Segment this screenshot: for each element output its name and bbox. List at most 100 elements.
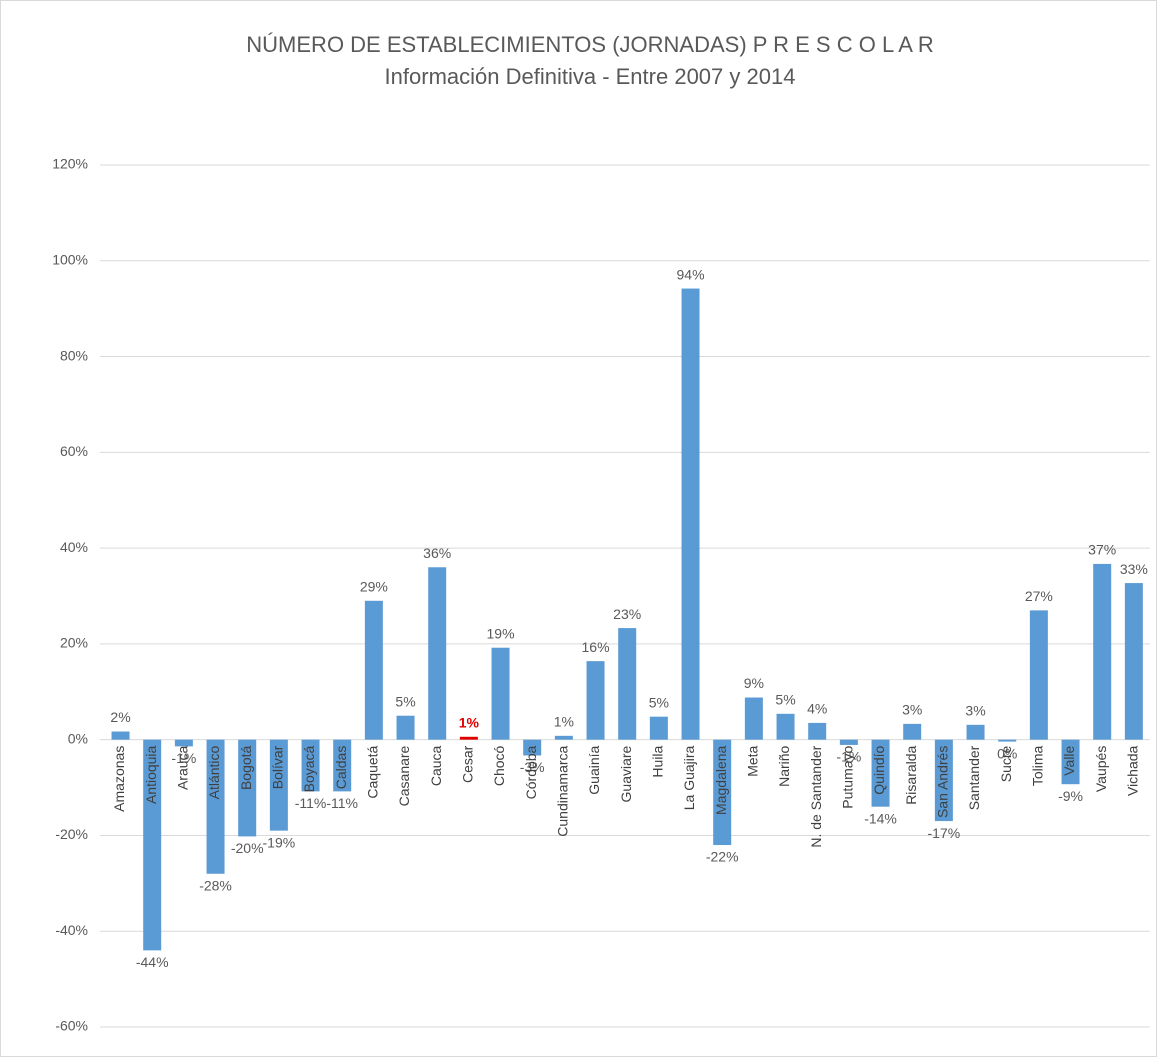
bar bbox=[839, 739, 858, 745]
data-label: 5% bbox=[775, 692, 795, 708]
data-label: 5% bbox=[395, 693, 415, 709]
bar bbox=[554, 735, 573, 740]
x-tick-label: Valle bbox=[1061, 745, 1077, 775]
data-label: 23% bbox=[613, 606, 641, 622]
bar bbox=[1029, 610, 1048, 740]
data-label: 4% bbox=[807, 701, 827, 717]
x-tick-label: Chocó bbox=[491, 745, 507, 786]
x-tick-label: Atlántico bbox=[206, 745, 222, 799]
data-label: 94% bbox=[677, 266, 705, 282]
x-tick-label: Tolima bbox=[1030, 745, 1046, 786]
data-label: 1% bbox=[459, 714, 480, 730]
x-tick-label: Huila bbox=[650, 745, 666, 777]
data-label: 9% bbox=[744, 675, 764, 691]
y-tick-label: -20% bbox=[55, 826, 88, 842]
data-label: -1% bbox=[171, 750, 196, 766]
bar bbox=[871, 739, 890, 807]
bar bbox=[238, 739, 257, 837]
x-tick-label: Bogotá bbox=[238, 745, 254, 790]
data-label: 27% bbox=[1025, 588, 1053, 604]
x-tick-label: Vichada bbox=[1125, 745, 1141, 796]
data-label: 33% bbox=[1120, 561, 1148, 577]
x-tick-label: Arauca bbox=[175, 745, 191, 790]
y-tick-label: 20% bbox=[60, 635, 88, 651]
data-label: 0% bbox=[997, 745, 1017, 761]
bar bbox=[396, 715, 415, 740]
data-label: 5% bbox=[649, 694, 669, 710]
bar bbox=[111, 731, 130, 740]
bar bbox=[174, 739, 193, 747]
data-label: 1% bbox=[554, 714, 574, 730]
data-label: 2% bbox=[110, 709, 130, 725]
data-label: 3% bbox=[965, 703, 985, 719]
bar bbox=[491, 647, 510, 740]
bar bbox=[713, 739, 732, 846]
bar bbox=[1124, 583, 1143, 740]
x-tick-label: Risaralda bbox=[903, 745, 919, 804]
data-label: -11% bbox=[326, 795, 358, 811]
x-tick-label: Casanare bbox=[396, 745, 412, 806]
data-label: -9% bbox=[1058, 788, 1083, 804]
bar bbox=[586, 661, 605, 740]
data-label: -44% bbox=[136, 954, 169, 970]
y-tick-label: 0% bbox=[68, 730, 88, 746]
bar bbox=[428, 567, 447, 740]
bar bbox=[459, 736, 478, 740]
x-tick-label: Magdalena bbox=[713, 745, 729, 814]
x-tick-label: Cauca bbox=[428, 745, 444, 786]
data-label: -19% bbox=[263, 834, 296, 850]
x-tick-label: N. de Santander bbox=[808, 745, 824, 847]
chart-title: NÚMERO DE ESTABLECIMIENTOS (JORNADAS) P … bbox=[246, 32, 933, 57]
y-tick-label: 60% bbox=[60, 443, 88, 459]
x-tick-label: Nariño bbox=[776, 745, 792, 786]
bar bbox=[206, 739, 225, 874]
bar bbox=[143, 739, 162, 951]
chart-subtitle: Información Definitiva - Entre 2007 y 20… bbox=[385, 64, 796, 89]
x-tick-label: Córdoba bbox=[523, 745, 539, 799]
bar bbox=[681, 288, 700, 740]
data-label: 19% bbox=[487, 625, 515, 641]
bar bbox=[364, 600, 383, 740]
x-tick-label: Vaupés bbox=[1093, 746, 1109, 792]
x-tick-label: Cundinamarca bbox=[555, 745, 571, 836]
data-label: 37% bbox=[1088, 542, 1116, 558]
x-tick-label: Bolívar bbox=[270, 745, 286, 789]
data-label: -20% bbox=[231, 840, 264, 856]
x-tick-label: Caquetá bbox=[365, 745, 381, 798]
x-tick-label: Quindío bbox=[871, 745, 887, 794]
y-tick-label: 40% bbox=[60, 539, 88, 555]
bar bbox=[934, 739, 953, 822]
x-tick-label: Caldas bbox=[333, 746, 349, 790]
data-label: -14% bbox=[864, 810, 897, 826]
x-tick-label: Guaviare bbox=[618, 745, 634, 802]
bar bbox=[903, 723, 922, 740]
data-label: 29% bbox=[360, 578, 388, 594]
x-tick-label: Guainía bbox=[586, 745, 602, 794]
bar bbox=[744, 697, 763, 740]
data-label: -3% bbox=[520, 759, 545, 775]
bar bbox=[998, 739, 1017, 742]
bar bbox=[776, 713, 795, 740]
data-label: 36% bbox=[423, 545, 451, 561]
y-tick-label: 100% bbox=[52, 251, 88, 267]
y-tick-label: 80% bbox=[60, 347, 88, 363]
bar bbox=[1061, 739, 1080, 785]
bar bbox=[808, 722, 827, 740]
bar bbox=[618, 628, 637, 740]
x-tick-label: Meta bbox=[745, 745, 761, 776]
data-label: -28% bbox=[199, 877, 232, 893]
data-label: 3% bbox=[902, 702, 922, 718]
bar bbox=[523, 739, 542, 756]
bar bbox=[966, 724, 985, 740]
bar bbox=[649, 716, 668, 740]
data-label: -11% bbox=[295, 795, 327, 811]
data-label: 16% bbox=[582, 639, 610, 655]
x-tick-label: Cesar bbox=[460, 745, 476, 783]
y-tick-label: 120% bbox=[52, 156, 88, 172]
x-tick-label: La Guajira bbox=[681, 745, 697, 810]
x-tick-label: Putumayo bbox=[840, 745, 856, 808]
y-tick-label: -60% bbox=[55, 1018, 88, 1034]
bar bbox=[301, 739, 320, 792]
